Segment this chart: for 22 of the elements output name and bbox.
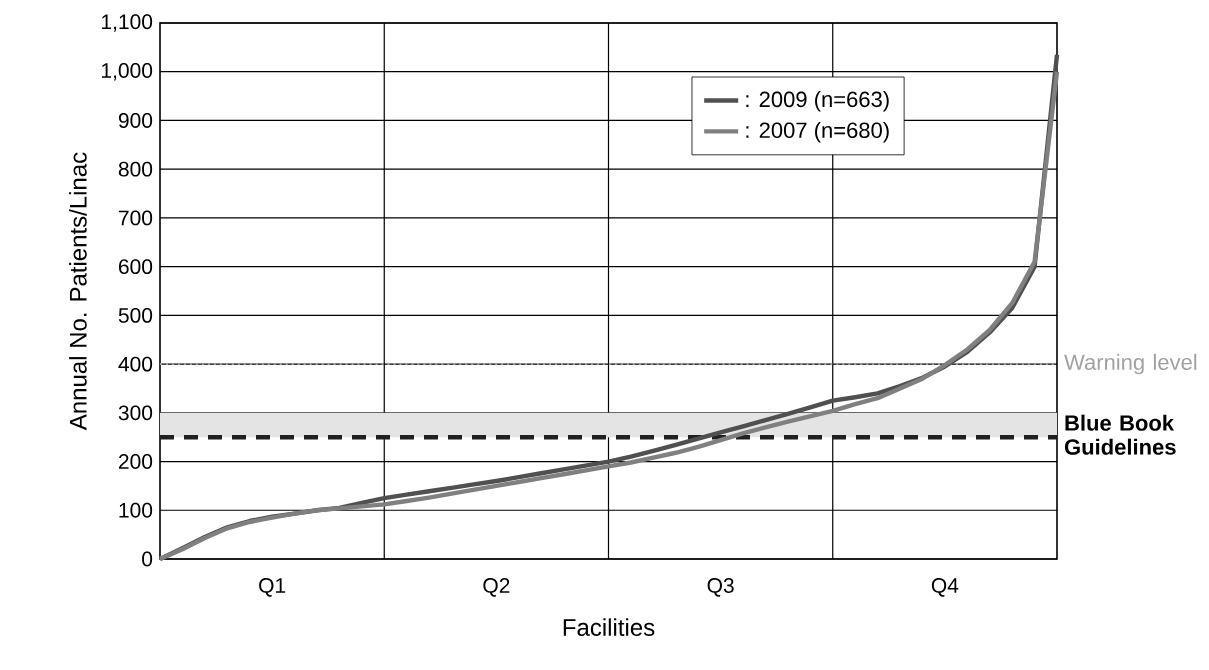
x-axis-title: Facilities xyxy=(563,618,655,636)
y-tick-label: 1,100 xyxy=(102,14,153,32)
y-tick-label: 1,000 xyxy=(102,63,153,81)
y-tick-label: 300 xyxy=(118,405,153,421)
ref-line-label: Warning level xyxy=(1064,353,1197,375)
y-tick-label: 900 xyxy=(118,113,153,128)
legend-label: : 2007 (n=680) xyxy=(746,121,889,143)
y-tick-label: 700 xyxy=(118,210,153,226)
y-tick-label: 800 xyxy=(118,161,153,177)
y-tick-label: 100 xyxy=(119,502,153,518)
y-tick-label: 600 xyxy=(118,259,153,275)
legend-label: : 2009 (n=663) xyxy=(746,90,889,112)
x-tick-label: Q2 xyxy=(483,578,510,597)
y-axis-title: Annual No. Patients/Linac xyxy=(69,152,87,431)
y-tick-label: 0 xyxy=(142,551,153,567)
y-tick-label: 400 xyxy=(118,356,153,372)
y-tick-label: 500 xyxy=(118,307,153,323)
x-tick-label: Q3 xyxy=(707,578,734,597)
y-tick-label: 200 xyxy=(118,454,153,469)
band-label: Blue Book Guidelines xyxy=(1064,414,1176,455)
x-tick-label: Q4 xyxy=(931,578,959,597)
x-tick-label: Q1 xyxy=(259,578,286,597)
